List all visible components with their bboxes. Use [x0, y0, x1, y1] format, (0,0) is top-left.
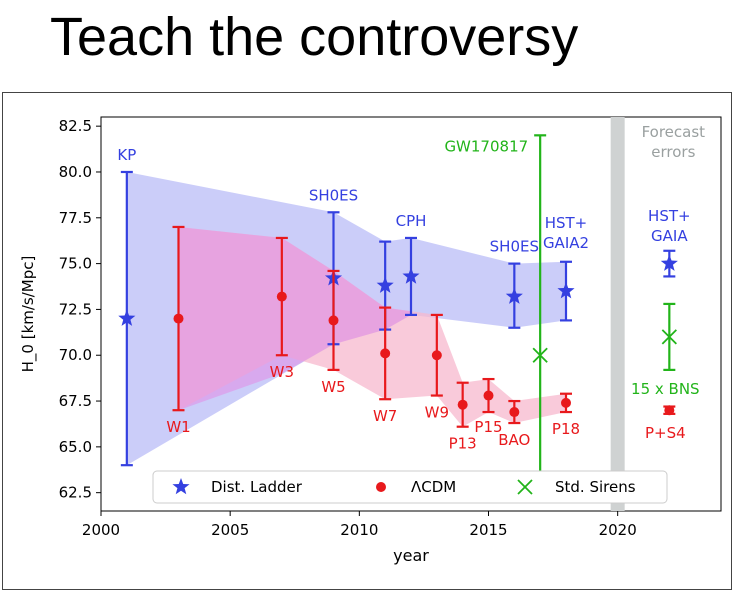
h0-chart: 2000 2005 2010 2015 2020 62.5 65.0 67.5 70.0 72.5… [19, 116, 722, 565]
cdm-point [509, 407, 520, 418]
data-label: HST+ [648, 207, 691, 225]
data-label: P13 [449, 435, 477, 453]
cdm-point [328, 315, 339, 326]
data-label: CPH [396, 212, 427, 230]
data-label: W1 [166, 418, 190, 436]
cdm-point [173, 313, 184, 324]
dist-ladder-point [505, 287, 523, 304]
y-tick-label: 80.0 [59, 163, 92, 181]
legend-marker [376, 482, 386, 492]
y-tick-label: 67.5 [59, 392, 92, 410]
data-label: W3 [270, 363, 294, 381]
data-label: P15 [474, 418, 502, 436]
data-label: GAIA2 [543, 234, 589, 252]
cdm-point [457, 399, 468, 410]
y-tick-label: 72.5 [59, 300, 92, 318]
x-axis-label: year [393, 546, 429, 565]
forecast-divider [610, 117, 625, 511]
cdm-point [561, 397, 571, 408]
data-label: KP [117, 146, 136, 164]
data-label: W9 [425, 404, 449, 422]
forecast-label: Forecast [642, 123, 706, 141]
data-label: GW170817 [444, 137, 528, 155]
cdm-point [431, 350, 442, 361]
forecast-dist-ladder-point [660, 254, 678, 271]
dist-ladder-point [118, 309, 136, 326]
forecast-label: errors [651, 143, 695, 161]
cdm-point [380, 348, 391, 359]
y-axis-label: H_0 [km/s/Mpc] [19, 256, 38, 373]
data-label: P+S4 [645, 424, 686, 442]
legend-marker [172, 478, 190, 495]
y-tick-label: 62.5 [59, 484, 92, 502]
x-tick-label: 2000 [82, 521, 120, 539]
legend-label: ΛCDM [411, 478, 456, 496]
data-label: SH0ES [490, 238, 539, 256]
data-label: P18 [552, 420, 580, 438]
y-tick-label: 75.0 [59, 255, 92, 273]
dist-ladder-point [376, 276, 394, 293]
slide-title: Teach the controversy [50, 7, 579, 67]
data-label: 15 x BNS [631, 380, 700, 398]
data-label: BAO [498, 431, 530, 449]
std-sirens-point [532, 347, 548, 363]
x-tick-label: 2005 [211, 521, 249, 539]
dist-ladder-point [557, 282, 575, 299]
dist-ladder-point [402, 267, 420, 284]
data-label: W5 [321, 378, 345, 396]
data-label: SH0ES [309, 186, 358, 204]
legend-marker [517, 479, 533, 495]
chart-frame: 2000 2005 2010 2015 2020 62.5 65.0 67.5 70.0 72.5… [2, 92, 732, 590]
data-label: GAIA [651, 227, 688, 245]
forecast-cdm-point [664, 405, 675, 416]
data-label: W7 [373, 407, 397, 425]
x-tick-label: 2015 [469, 521, 507, 539]
band-overlap [178, 227, 411, 411]
plot-area [100, 116, 722, 512]
y-tick-label: 65.0 [59, 438, 92, 456]
cdm-point [483, 390, 494, 401]
forecast-std-sirens-point [661, 329, 677, 345]
legend-label: Std. Sirens [555, 478, 636, 496]
legend-box [152, 470, 668, 504]
y-tick-label: 82.5 [59, 117, 92, 135]
legend-label: Dist. Ladder [211, 478, 303, 496]
data-label: HST+ [545, 214, 588, 232]
x-tick-label: 2020 [599, 521, 637, 539]
y-tick-label: 70.0 [59, 346, 92, 364]
cdm-point [276, 291, 287, 302]
y-tick-label: 77.5 [59, 209, 92, 227]
x-tick-label: 2010 [340, 521, 378, 539]
